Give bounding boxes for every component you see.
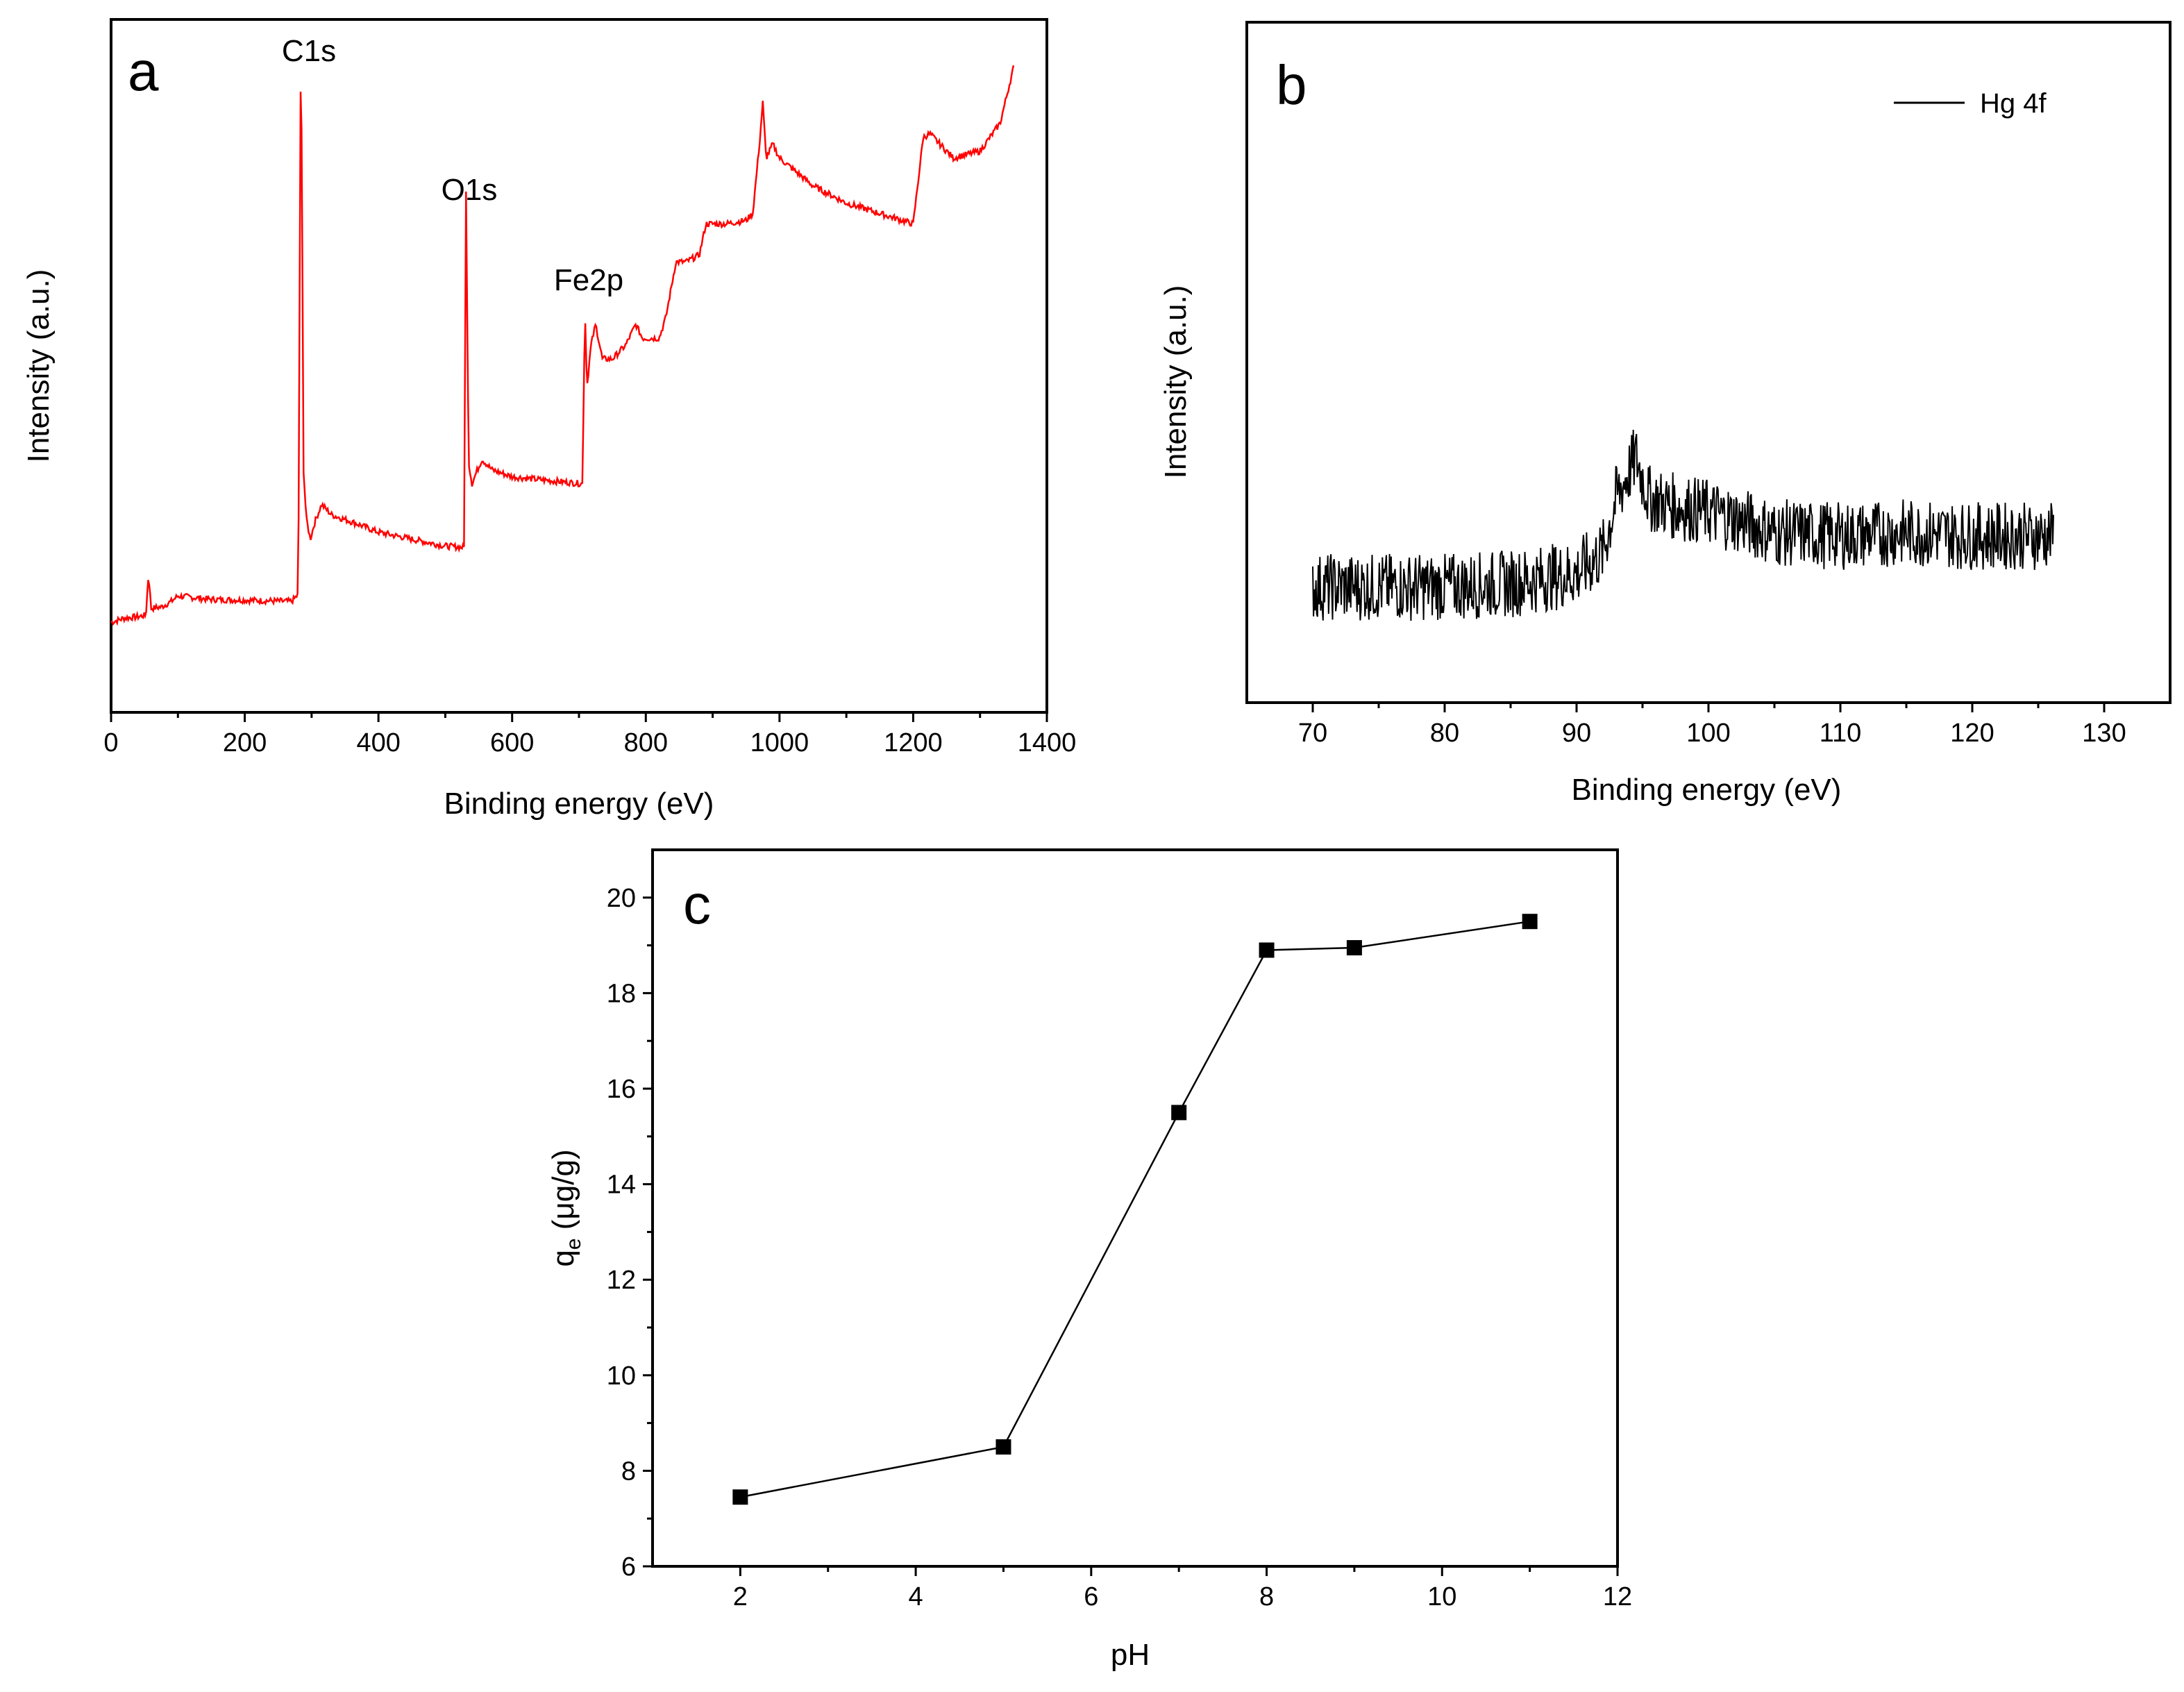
ylabel-space <box>546 1230 580 1238</box>
panel-b-ylabel: Intensity (a.u.) <box>1159 285 1193 479</box>
panel-a-xtick-label-1400: 1400 <box>1018 728 1077 757</box>
panel-a-xlabel: Binding energy (eV) <box>444 787 714 821</box>
ylabel-q: q <box>546 1250 580 1266</box>
panel-a-xtick-label-0: 0 <box>103 728 118 757</box>
ylabel-subscript-e: e <box>562 1238 585 1250</box>
panel-c-x-ticks: 2 4 6 8 10 12 <box>733 1566 1632 1611</box>
panel-b-xtick-label-70: 70 <box>1298 719 1327 748</box>
annotation-c1s: C1s <box>282 34 336 68</box>
panel-c-frame <box>651 848 1619 1568</box>
panel-c-ytick-label-18: 18 <box>607 979 636 1008</box>
panel-c-point-ph-7 <box>1171 1105 1187 1121</box>
panel-c-point-ph-5 <box>996 1439 1011 1455</box>
panel-c-point-ph-8 <box>1259 942 1275 958</box>
panel-c-point-ph-9 <box>1346 940 1362 956</box>
panel-c-xtick-label-2: 2 <box>733 1582 748 1611</box>
panel-b-xtick-label-130: 130 <box>2082 719 2126 748</box>
panel-c-xtick-label-10: 10 <box>1427 1582 1456 1611</box>
panel-c-ytick-label-20: 20 <box>607 884 636 913</box>
panel-b-xtick-label-90: 90 <box>1562 719 1591 748</box>
panel-c-xtick-label-8: 8 <box>1259 1582 1274 1611</box>
panel-c-y-ticks: 6 8 10 12 14 16 18 20 <box>607 884 653 1582</box>
panel-c-ph-effect: 2 4 6 8 10 12 6 8 10 12 14 16 18 20 c pH qe (μg/g) <box>546 848 1632 1672</box>
panel-c-ytick-label-12: 12 <box>607 1266 636 1295</box>
panel-a-xtick-label-200: 200 <box>223 728 267 757</box>
panel-c-ytick-label-6: 6 <box>621 1552 636 1582</box>
panel-b-frame <box>1245 21 2172 704</box>
panel-b-letter: b <box>1276 54 1307 116</box>
panel-b-x-ticks: 70 80 90 100 110 120 130 <box>1298 703 2126 748</box>
panel-b-hg4f: 70 80 90 100 110 120 130 b Binding energy (eV)… <box>1159 21 2172 807</box>
panel-c-series-line <box>740 920 1530 1498</box>
panel-c-letter: c <box>683 873 711 935</box>
panel-c-ytick-label-8: 8 <box>621 1457 636 1486</box>
panel-c-ytick-label-16: 16 <box>607 1075 636 1104</box>
panel-a-spectrum-line <box>110 65 1015 626</box>
ylabel-unit: (μg/g) <box>546 1149 580 1230</box>
panel-c-xtick-label-12: 12 <box>1603 1582 1632 1611</box>
panel-c-ytick-label-14: 14 <box>607 1171 636 1200</box>
panel-b-spectrum-line <box>1312 429 2054 621</box>
panel-c-ylabel: qe (μg/g) <box>546 1149 585 1266</box>
panel-a-frame <box>110 18 1048 714</box>
panel-a-xtick-label-600: 600 <box>490 728 534 757</box>
panel-b-xtick-label-110: 110 <box>1820 719 1862 748</box>
panel-a-xtick-label-1000: 1000 <box>750 728 809 757</box>
panel-c-xtick-label-4: 4 <box>909 1582 923 1611</box>
panel-c-point-ph-11 <box>1522 914 1538 930</box>
panel-a-ylabel: Intensity (a.u.) <box>22 269 56 463</box>
panel-a-xps-survey: 0 200 400 600 800 1000 1200 1400 a Binding ener… <box>22 18 1076 821</box>
panel-c-ytick-label-10: 10 <box>607 1362 636 1391</box>
panel-a-xtick-label-400: 400 <box>356 728 400 757</box>
panel-a-x-ticks: 0 200 400 600 800 1000 1200 1400 <box>103 712 1076 757</box>
legend-label-hg4f: Hg 4f <box>1980 88 2047 119</box>
panel-c-markers <box>732 914 1538 1505</box>
annotation-o1s: O1s <box>442 173 498 207</box>
panel-a-letter: a <box>128 40 159 102</box>
panel-b-xtick-label-120: 120 <box>1950 719 1994 748</box>
panel-b-xlabel: Binding energy (eV) <box>1572 773 1842 807</box>
panel-a-xtick-label-800: 800 <box>624 728 668 757</box>
panel-a-xtick-label-1200: 1200 <box>884 728 943 757</box>
annotation-fe2p: Fe2p <box>554 263 623 297</box>
panel-c-xtick-label-6: 6 <box>1084 1582 1098 1611</box>
panel-b-xtick-label-100: 100 <box>1686 719 1730 748</box>
panel-b-xtick-label-80: 80 <box>1430 719 1459 748</box>
panel-c-point-ph-2 <box>732 1489 748 1505</box>
panel-c-xlabel: pH <box>1111 1638 1150 1672</box>
